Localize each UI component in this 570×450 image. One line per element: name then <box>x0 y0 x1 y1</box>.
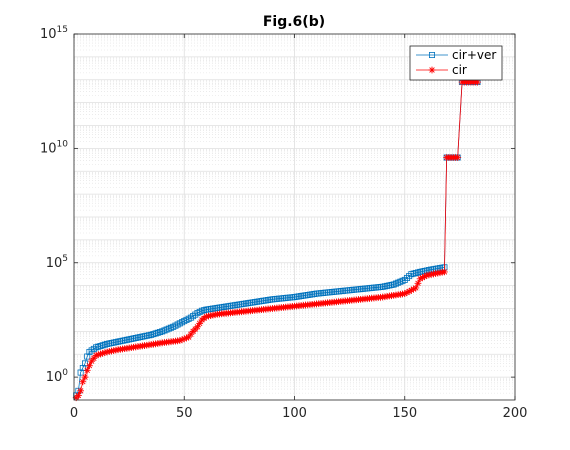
data-point-cir <box>407 286 415 294</box>
data-point-cir <box>90 354 98 362</box>
y-tick-label: 1010 <box>40 139 68 156</box>
data-point-cir <box>432 270 440 277</box>
data-point-cir <box>79 378 87 386</box>
x-tick-label: 150 <box>392 406 417 421</box>
data-point-cir <box>427 271 435 278</box>
data-point-cir <box>194 323 201 331</box>
data-point-cir <box>185 333 193 341</box>
data-point-cir <box>112 346 120 354</box>
data-point-cir <box>110 347 118 354</box>
data-point-cir <box>178 336 186 344</box>
data-point-cir <box>211 311 219 319</box>
data-point-cir <box>416 275 424 283</box>
data-point-cir <box>209 311 217 319</box>
data-point-cir <box>105 348 113 355</box>
data-point-cir <box>454 154 462 161</box>
data-point-cir <box>207 312 215 319</box>
data-point-cir <box>474 78 481 86</box>
data-point-cir <box>86 362 93 370</box>
data-point-cir <box>103 348 111 356</box>
series-cir <box>72 78 481 402</box>
legend-marker-cir-ver <box>428 52 435 59</box>
data-point-cir <box>75 392 82 399</box>
data-point-cir <box>403 289 411 296</box>
data-point-cir <box>176 337 184 344</box>
legend-label-cir: cir <box>452 63 467 77</box>
data-point-cir <box>410 285 417 293</box>
data-point-cir <box>108 347 115 355</box>
data-point-cir <box>425 271 433 279</box>
x-tick-label: 50 <box>176 406 193 421</box>
data-point-cir <box>418 274 426 282</box>
data-point-cir <box>97 350 104 358</box>
data-point-cir <box>180 335 188 343</box>
data-point-cir <box>81 373 89 381</box>
data-point-cir <box>77 387 85 395</box>
data-point-cir <box>441 268 448 276</box>
data-point-cir <box>83 366 91 374</box>
data-point-cir <box>94 351 102 359</box>
chart-title: Fig.6(b) <box>263 14 325 30</box>
y-tick-label: 100 <box>46 368 69 385</box>
data-point-cir <box>183 334 190 342</box>
data-point-cir <box>202 313 210 320</box>
data-point-cir <box>101 349 109 357</box>
data-point-cir <box>99 349 107 357</box>
data-point-cir <box>205 312 212 320</box>
data-point-cir <box>187 330 195 338</box>
legend-label-cir-ver: cir+ver <box>452 48 496 62</box>
legend-marker-cir <box>428 66 436 74</box>
data-point-cir <box>423 271 431 279</box>
data-point-cir <box>430 270 437 278</box>
y-tick-label: 1015 <box>40 25 68 42</box>
x-tick-label: 200 <box>503 406 528 421</box>
data-point-cir <box>421 273 428 280</box>
data-point-cir <box>412 284 420 292</box>
data-point-cir <box>414 279 422 287</box>
x-tick-label: 100 <box>282 406 307 421</box>
data-point-cir <box>401 290 409 298</box>
data-point-cir <box>88 357 96 365</box>
legend-box <box>409 45 503 81</box>
data-point-cir <box>405 287 413 295</box>
x-tick-label: 0 <box>70 406 78 421</box>
data-point-cir <box>92 351 100 359</box>
series-layer <box>72 78 481 402</box>
y-tick-label: 105 <box>46 254 68 271</box>
axes <box>73 33 516 401</box>
tick-labels: 0 50 100 150 200 100 105 1010 1015 <box>40 25 527 421</box>
data-point-cir <box>196 319 204 327</box>
